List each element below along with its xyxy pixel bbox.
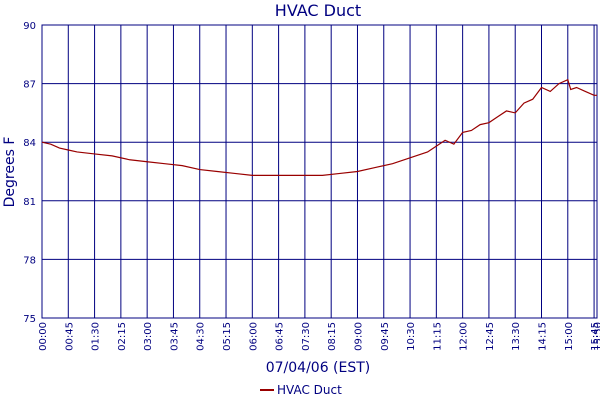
x-tick-label: 06:45 [275,322,286,351]
x-tick-label: 01:30 [91,322,102,351]
x-tick-label: 11:15 [432,322,443,351]
x-tick-label: 13:30 [511,322,522,351]
x-axis-label: 07/04/06 (EST) [266,360,371,376]
x-tick-label: 09:00 [353,322,364,351]
y-tick-label: 84 [23,138,36,149]
x-tick-label: 10:30 [406,322,417,351]
y-tick-label: 81 [23,197,36,208]
x-tick-label: 08:15 [327,322,338,351]
x-tick-label: 07:30 [301,322,312,351]
data-line [41,78,597,177]
plot-border [41,24,598,319]
y-tick-label: 75 [23,314,36,325]
x-tick-label: 05:15 [222,322,233,351]
x-tick-label: 12:00 [459,322,470,351]
x-tick-label: 03:00 [143,322,154,351]
x-tick-label: 00:45 [64,322,75,351]
x-tick-label: 04:30 [196,322,207,351]
y-tick-label: 90 [23,21,36,32]
x-tick-label: 15:00 [564,322,575,351]
y-tick-label: 78 [23,255,36,266]
x-tick-label: 12:45 [485,322,496,351]
x-tick-label: 09:45 [380,322,391,351]
x-tick-label: 14:15 [538,322,549,351]
x-tick-label: 03:45 [169,322,180,351]
y-axis-label: Degrees F [2,137,18,208]
x-tick-label: 00:00 [38,322,49,351]
chart-title: HVAC Duct [275,1,361,20]
y-tick-label: 87 [23,80,36,91]
x-tick-label: 06:00 [248,322,259,351]
x-tick-label: 15:50 [593,322,600,351]
x-tick-label: 15:45 [590,322,600,351]
x-tick-label: 02:15 [117,322,128,351]
legend-label: HVAC Duct [277,383,342,397]
